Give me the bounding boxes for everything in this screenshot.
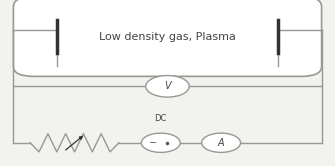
Circle shape: [141, 133, 180, 152]
FancyBboxPatch shape: [13, 0, 322, 76]
Text: V: V: [164, 81, 171, 91]
Text: −: −: [149, 138, 157, 148]
Circle shape: [146, 76, 189, 97]
Text: A: A: [218, 138, 224, 148]
Text: Low density gas, Plasma: Low density gas, Plasma: [99, 32, 236, 42]
Circle shape: [202, 133, 241, 152]
Text: DC: DC: [155, 114, 167, 123]
